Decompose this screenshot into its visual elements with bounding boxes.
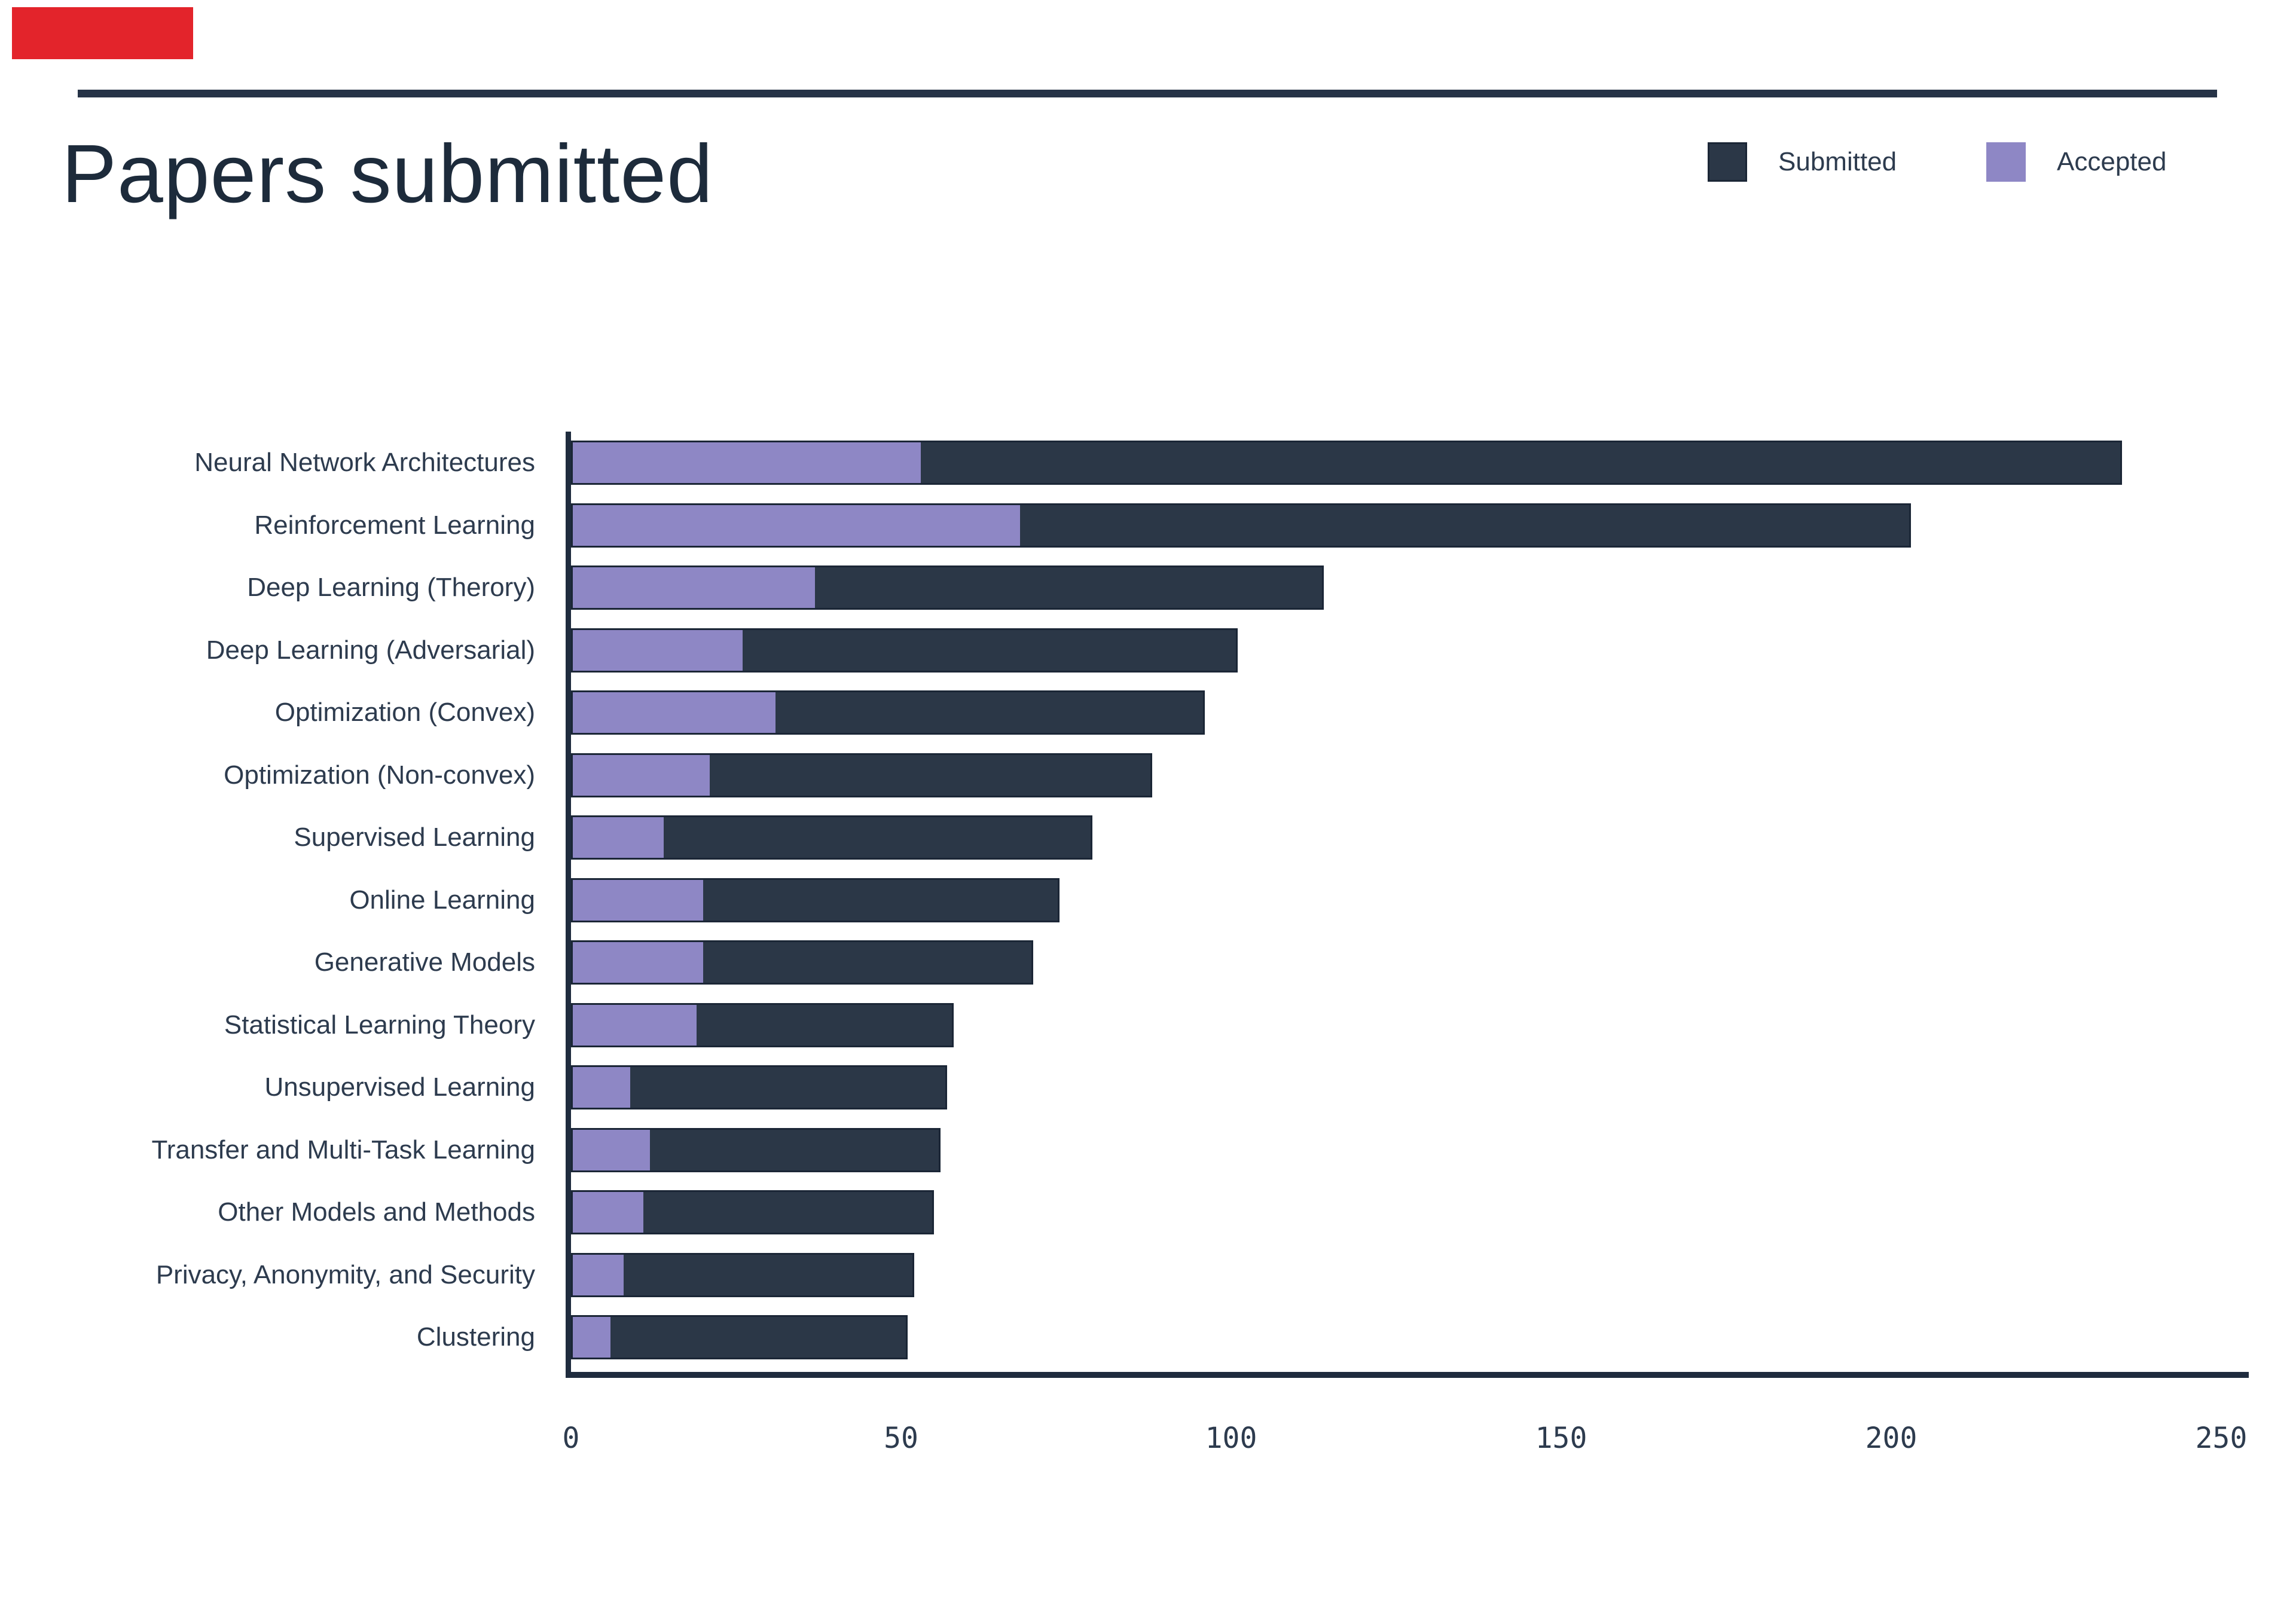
submitted-bar (571, 1252, 915, 1297)
category-label: Privacy, Anonymity, and Security (155, 1260, 535, 1289)
chart-row-0: Neural Network Architectures (0, 432, 2248, 494)
accepted-bar-segment (573, 1067, 631, 1108)
x-tick-label: 200 (1865, 1422, 1918, 1455)
accepted-bar-segment (573, 567, 816, 609)
submitted-bar (571, 940, 1033, 985)
x-tick-label: 50 (884, 1422, 918, 1455)
accepted-bar-segment (573, 942, 703, 983)
accepted-bar-segment (573, 1254, 624, 1295)
x-tick-label: 150 (1535, 1422, 1587, 1455)
category-label: Deep Learning (Therory) (247, 573, 535, 603)
category-label: Optimization (Non-convex) (224, 760, 535, 790)
chart-row-7: Online Learning (0, 869, 2248, 932)
chart-row-14: Clustering (0, 1306, 2248, 1369)
category-label: Optimization (Convex) (274, 698, 535, 728)
x-tick-label: 100 (1205, 1422, 1257, 1455)
chart-row-1: Reinforcement Learning (0, 494, 2248, 557)
chart-row-11: Transfer and Multi-Task Learning (0, 1119, 2248, 1182)
legend-label-accepted: Accepted (2057, 147, 2167, 176)
x-tick-label: 0 (562, 1422, 580, 1455)
legend-item-submitted: Submitted (1708, 142, 1897, 182)
x-axis-line (566, 1372, 2249, 1378)
submitted-bar (571, 1190, 935, 1235)
accepted-bar-segment (573, 754, 710, 796)
category-label: Clustering (416, 1322, 535, 1352)
accepted-bar-segment (573, 1004, 697, 1046)
chart-row-10: Unsupervised Learning (0, 1056, 2248, 1119)
category-label: Unsupervised Learning (264, 1072, 535, 1102)
accepted-bar-segment (573, 692, 776, 733)
accepted-bar-segment (573, 817, 664, 858)
page-title: Papers submitted (62, 128, 713, 220)
submitted-bar (571, 503, 1912, 548)
chart-row-6: Supervised Learning (0, 806, 2248, 869)
accepted-bar-segment (573, 1192, 644, 1233)
submitted-bar (571, 878, 1060, 922)
chart-row-12: Other Models and Methods (0, 1181, 2248, 1244)
submitted-bar (571, 1315, 908, 1360)
submitted-bar (571, 441, 2123, 485)
submitted-bar (571, 1127, 941, 1172)
submitted-bar (571, 815, 1093, 860)
accepted-bar-segment (573, 879, 703, 921)
header-divider (78, 90, 2217, 97)
submitted-bar (571, 753, 1152, 797)
category-label: Deep Learning (Adversarial) (206, 635, 535, 665)
chart-row-3: Deep Learning (Adversarial) (0, 619, 2248, 682)
legend-swatch-accepted-icon (1986, 142, 2026, 182)
legend-label-submitted: Submitted (1778, 147, 1897, 176)
chart-row-9: Statistical Learning Theory (0, 994, 2248, 1057)
bar-rows: Neural Network Architectures Reinforcemen… (0, 432, 2248, 1369)
accepted-bar-segment (573, 629, 743, 671)
legend-item-accepted: Accepted (1986, 142, 2166, 182)
category-label: Reinforcement Learning (254, 510, 535, 540)
accepted-bar-segment (573, 1317, 611, 1358)
category-label: Neural Network Architectures (194, 448, 535, 478)
y-axis-line (566, 432, 571, 1378)
category-label: Supervised Learning (294, 823, 535, 852)
legend-swatch-submitted-icon (1708, 142, 1747, 182)
submitted-bar (571, 1065, 948, 1110)
accepted-bar-segment (573, 505, 1020, 546)
chart-row-4: Optimization (Convex) (0, 681, 2248, 744)
chart-row-13: Privacy, Anonymity, and Security (0, 1244, 2248, 1307)
category-label: Statistical Learning Theory (224, 1010, 535, 1040)
x-tick-label: 250 (2195, 1422, 2248, 1455)
chart-legend: Submitted Accepted (1708, 142, 2222, 184)
category-label: Online Learning (349, 885, 535, 915)
red-annotation-marker (12, 7, 193, 59)
chart-row-8: Generative Models (0, 931, 2248, 994)
submitted-bar (571, 628, 1238, 673)
chart-row-5: Optimization (Non-convex) (0, 744, 2248, 807)
chart-row-2: Deep Learning (Therory) (0, 557, 2248, 619)
accepted-bar-segment (573, 1129, 651, 1170)
category-label: Other Models and Methods (218, 1197, 535, 1227)
category-label: Transfer and Multi-Task Learning (151, 1135, 535, 1164)
submitted-bar (571, 690, 1205, 735)
category-label: Generative Models (314, 947, 535, 977)
accepted-bar-segment (573, 442, 921, 484)
submitted-bar (571, 1002, 954, 1047)
submitted-bar (571, 566, 1324, 610)
